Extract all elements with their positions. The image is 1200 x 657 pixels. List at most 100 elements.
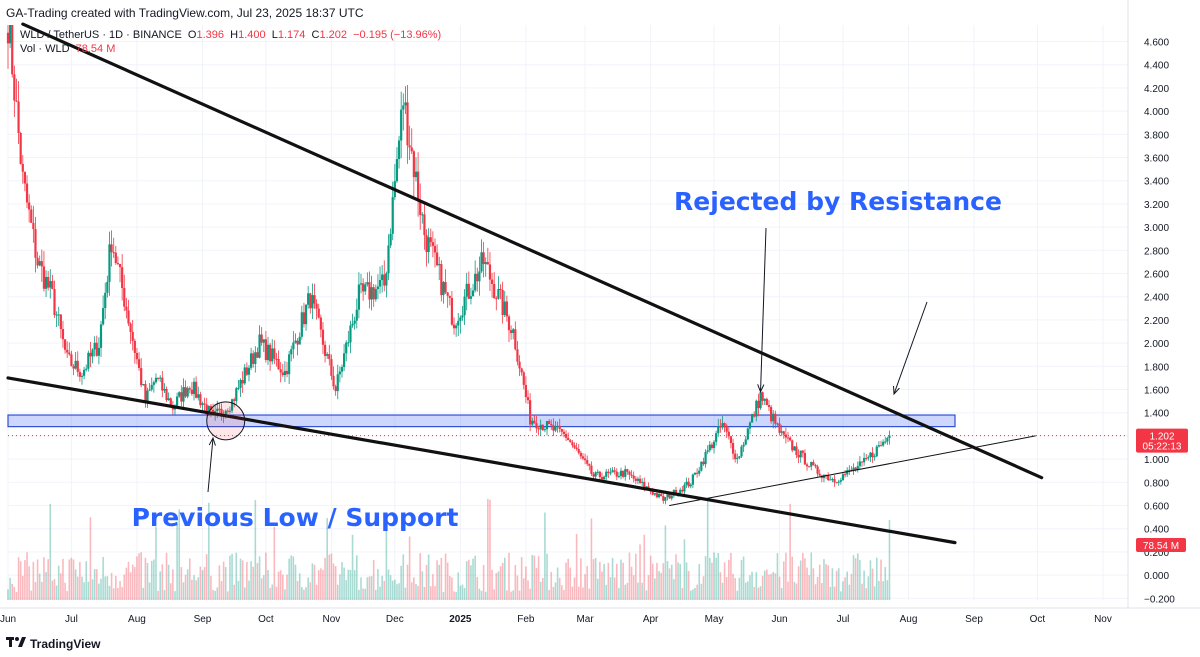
volume-bar <box>322 569 324 600</box>
candle-body <box>205 404 208 415</box>
candle-body <box>503 301 506 316</box>
candle-body <box>277 359 280 370</box>
volume-bar <box>119 581 121 600</box>
candle-body <box>9 25 12 44</box>
candle-body <box>188 388 191 390</box>
candle-body <box>154 377 158 383</box>
candle-body <box>867 457 870 459</box>
volume-bar <box>537 556 540 600</box>
candle-body <box>452 324 456 329</box>
volume-bar <box>76 576 79 600</box>
volume-bar <box>882 581 884 600</box>
volume-bar <box>434 586 436 600</box>
candle-body <box>218 408 221 410</box>
volume-bar <box>292 556 295 600</box>
candle-body <box>195 381 198 398</box>
volume-bar <box>436 560 438 600</box>
candle-body <box>560 428 563 432</box>
volume-bar <box>692 589 694 600</box>
candle-body <box>459 317 462 321</box>
volume-bar <box>776 553 779 600</box>
volume-bar <box>250 561 252 600</box>
volume-bar <box>696 584 698 600</box>
volume-bar <box>45 572 47 600</box>
volume-bar <box>854 558 857 600</box>
candle-body <box>700 461 703 471</box>
volume-bar <box>191 579 193 600</box>
support-resistance-zone <box>7 414 956 428</box>
x-tick-label: Jul <box>837 614 850 625</box>
candle-body <box>233 399 236 401</box>
candle-body <box>116 263 120 265</box>
candle-body <box>679 489 682 494</box>
candle-body <box>347 342 350 344</box>
candle-body <box>32 222 35 230</box>
candle-body <box>30 209 33 223</box>
volume-bar <box>294 564 297 600</box>
volume-bar <box>161 564 164 600</box>
candle-body <box>321 329 325 345</box>
candle-body <box>42 266 46 289</box>
candle-body <box>423 214 426 236</box>
candle-body <box>628 471 631 475</box>
volume-bar <box>277 571 280 600</box>
volume-bar <box>673 579 675 600</box>
y-tick-label: 4.000 <box>1144 107 1169 118</box>
tradingview-brand[interactable]: TradingView <box>6 636 100 651</box>
volume-bar <box>353 570 356 600</box>
candle-body <box>148 389 151 391</box>
candle-body <box>23 171 27 184</box>
volume-bar <box>81 576 83 600</box>
volume-bar <box>237 580 240 600</box>
candle-body <box>624 469 627 477</box>
candle-body <box>476 273 479 282</box>
volume-bar <box>93 569 96 600</box>
volume-bar <box>687 570 690 600</box>
volume-bar <box>654 578 656 600</box>
volume-bar <box>516 575 519 600</box>
candle-body <box>882 441 885 446</box>
candle-body <box>169 398 172 406</box>
volume-bar <box>444 553 447 600</box>
volume-bar <box>218 565 221 600</box>
candle-body <box>710 444 714 449</box>
volume-bar <box>140 552 142 600</box>
volume-bar <box>749 575 751 600</box>
candle-body <box>49 280 52 288</box>
candle-body <box>860 461 864 463</box>
volume-bar <box>417 585 419 600</box>
x-tick-label: May <box>705 614 724 625</box>
candle-body <box>611 470 614 473</box>
volume-bar <box>85 561 88 600</box>
candle-body <box>537 428 540 430</box>
last-price-badge-value: 1.202 <box>1149 432 1174 443</box>
volume-bar <box>400 565 402 600</box>
volume-bar <box>573 577 576 600</box>
candle-body <box>875 446 878 457</box>
volume-bar <box>210 575 212 600</box>
volume-bar <box>474 555 476 600</box>
volume-bar <box>596 578 599 600</box>
annotation-support: Previous Low / Support <box>132 503 459 532</box>
candle-body <box>135 352 139 360</box>
volume-bar <box>110 572 113 600</box>
volume-bar <box>484 591 487 600</box>
volume-bar <box>844 577 846 600</box>
candle-body <box>156 377 160 379</box>
volume-bar <box>861 583 863 600</box>
candle-body <box>863 457 866 463</box>
volume-bar <box>159 571 161 600</box>
volume-bar <box>41 581 43 600</box>
volume-bar <box>643 534 646 600</box>
candle-body <box>182 387 185 402</box>
candle-body <box>541 424 544 431</box>
volume-bar <box>554 582 557 600</box>
volume-bar <box>311 563 314 600</box>
candle-body <box>725 425 728 432</box>
candle-body <box>108 244 111 282</box>
candle-body <box>133 340 136 353</box>
candle-body <box>681 489 684 492</box>
candle-body <box>457 320 460 326</box>
candle-body <box>416 171 420 201</box>
